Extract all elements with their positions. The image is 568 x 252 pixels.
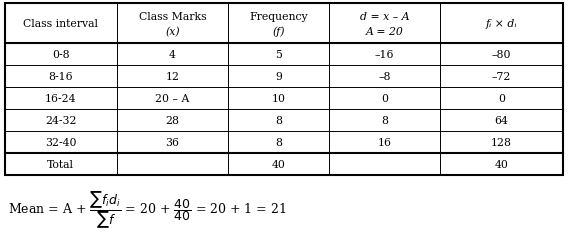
Text: d = x – A: d = x – A xyxy=(360,12,410,22)
Text: 5: 5 xyxy=(275,50,282,60)
Text: 10: 10 xyxy=(272,94,286,104)
Text: 0-8: 0-8 xyxy=(52,50,70,60)
Text: 9: 9 xyxy=(275,72,282,82)
Text: Frequency: Frequency xyxy=(249,12,308,22)
Text: 128: 128 xyxy=(491,137,512,147)
Text: 12: 12 xyxy=(165,72,179,82)
Text: –16: –16 xyxy=(375,50,394,60)
Text: 8: 8 xyxy=(275,137,282,147)
Text: 20 – A: 20 – A xyxy=(155,94,190,104)
Bar xyxy=(5,4,563,175)
Text: (x): (x) xyxy=(165,27,179,37)
Text: 40: 40 xyxy=(272,159,285,169)
Text: 64: 64 xyxy=(495,115,508,125)
Text: 16-24: 16-24 xyxy=(45,94,77,104)
Text: 36: 36 xyxy=(165,137,179,147)
Text: Class Marks: Class Marks xyxy=(139,12,206,22)
Text: 0: 0 xyxy=(498,94,505,104)
Text: 40: 40 xyxy=(495,159,508,169)
Text: 8: 8 xyxy=(381,115,388,125)
Text: Class interval: Class interval xyxy=(23,19,98,29)
Text: 16: 16 xyxy=(378,137,391,147)
Text: 8: 8 xyxy=(275,115,282,125)
Text: (f): (f) xyxy=(272,27,285,37)
Text: 24-32: 24-32 xyxy=(45,115,77,125)
Text: –8: –8 xyxy=(378,72,391,82)
Text: 0: 0 xyxy=(381,94,388,104)
Text: 28: 28 xyxy=(165,115,179,125)
Text: A = 20: A = 20 xyxy=(366,27,403,37)
Text: Mean = A + $\dfrac{\sum f_i d_i}{\sum f}$ = 20 + $\dfrac{40}{40}$ = 20 + 1 = 21: Mean = A + $\dfrac{\sum f_i d_i}{\sum f}… xyxy=(8,188,286,230)
Text: 32-40: 32-40 xyxy=(45,137,77,147)
Text: Total: Total xyxy=(47,159,74,169)
Text: –72: –72 xyxy=(492,72,511,82)
Text: fᵢ × dᵢ: fᵢ × dᵢ xyxy=(486,19,517,29)
Text: 4: 4 xyxy=(169,50,176,60)
Text: –80: –80 xyxy=(492,50,511,60)
Text: 8-16: 8-16 xyxy=(48,72,73,82)
